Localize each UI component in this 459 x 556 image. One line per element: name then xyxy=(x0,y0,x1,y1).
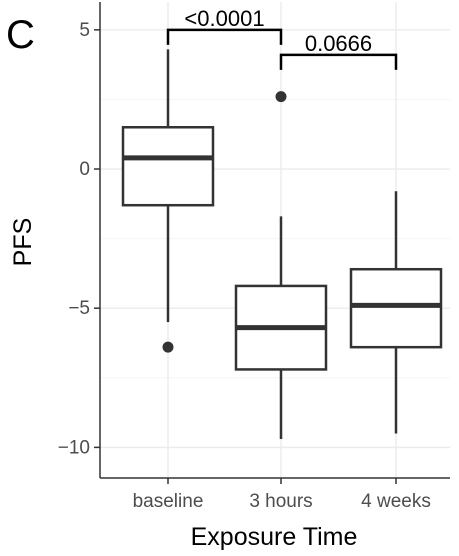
comparisons: <0.0001 0.0666 xyxy=(166,6,398,70)
y-tick-label: −5 xyxy=(68,298,90,319)
boxes xyxy=(121,49,443,440)
x-tick-label: baseline xyxy=(133,491,204,512)
box-iqr xyxy=(121,126,215,207)
comparison-bracket xyxy=(279,53,398,70)
outlier-point xyxy=(162,341,174,353)
p-value-label: <0.0001 xyxy=(184,6,264,31)
y-tick-label: −10 xyxy=(58,437,90,458)
comparison-bracket xyxy=(166,28,283,45)
outlier-point xyxy=(275,91,287,103)
y-tick-label: 0 xyxy=(79,159,90,180)
box-iqr xyxy=(349,267,443,349)
y-axis-title: PFS xyxy=(9,218,37,267)
p-value-label: 0.0666 xyxy=(305,31,372,56)
x-tick-label: 3 hours xyxy=(249,491,312,512)
axes: 5 0 −5 −10 baseline 3 hours 4 weeks xyxy=(58,2,450,512)
x-axis-title: Exposure Time xyxy=(191,523,358,551)
y-tick-label: 5 xyxy=(79,20,90,41)
grid xyxy=(100,2,450,478)
panel-label: C xyxy=(6,13,35,57)
x-tick-label: 4 weeks xyxy=(361,491,431,512)
